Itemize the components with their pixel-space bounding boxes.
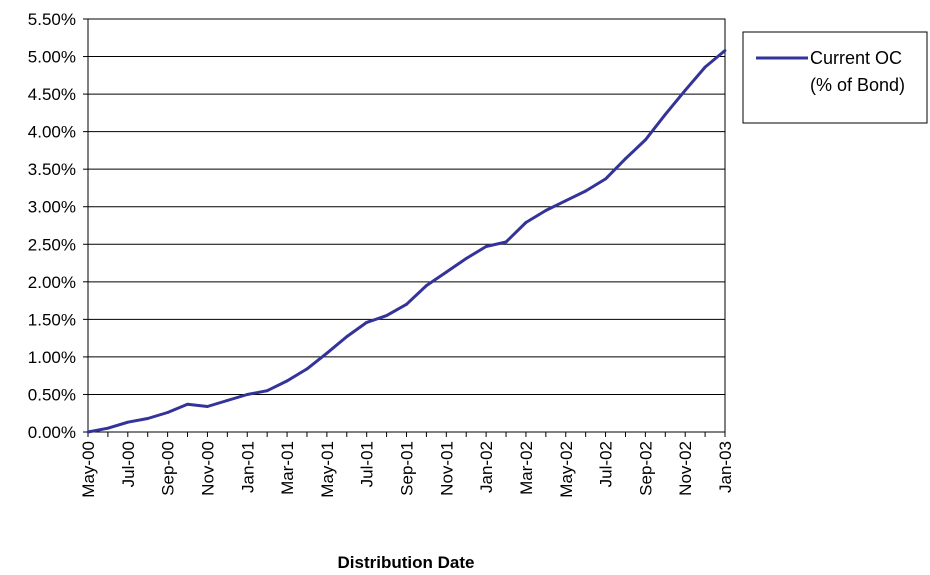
x-tick-label: Jan-01: [238, 441, 257, 493]
x-tick-label: May-00: [79, 441, 98, 498]
gridlines: [88, 56, 725, 395]
y-tick-label: 4.00%: [28, 123, 76, 142]
data-point: [444, 270, 448, 274]
data-point: [624, 157, 627, 161]
data-point: [166, 411, 170, 414]
data-point: [504, 240, 508, 244]
x-tick-label: Mar-01: [278, 441, 297, 495]
legend: Current OC (% of Bond): [742, 31, 928, 124]
x-axis-title: Distribution Date: [338, 553, 475, 572]
y-tick-label: 0.50%: [28, 385, 76, 404]
data-point: [643, 138, 647, 142]
data-point: [345, 335, 349, 339]
data-point: [663, 112, 667, 116]
legend-label-line-1: Current OC: [810, 48, 902, 68]
data-point: [325, 351, 329, 355]
y-tick-label: 2.00%: [28, 273, 76, 292]
x-tick-label: Nov-00: [198, 441, 217, 496]
y-tick-label: 5.00%: [28, 48, 76, 67]
data-point: [285, 379, 289, 383]
x-tick-label: Jan-03: [716, 441, 735, 493]
x-tick-label: Sep-02: [636, 441, 655, 496]
y-tick-label: 1.50%: [28, 310, 76, 329]
data-point: [106, 426, 110, 430]
data-point: [265, 389, 269, 393]
data-point: [405, 302, 408, 306]
series-line-current-oc: [87, 49, 726, 434]
data-point: [146, 417, 150, 420]
x-tick-label: Jan-02: [477, 441, 496, 493]
data-point: [305, 367, 309, 371]
y-tick-label: 3.00%: [28, 198, 76, 217]
data-point: [544, 209, 548, 212]
data-point: [564, 199, 568, 203]
y-tick-label: 2.50%: [28, 235, 76, 254]
data-point: [524, 221, 528, 224]
y-axis: 0.00% 0.50% 1.00% 1.50% 2.00% 2.50% 3.00% 3.50%…: [28, 10, 88, 442]
data-point: [464, 257, 468, 260]
x-tick-label: Sep-00: [159, 441, 178, 496]
x-tick-label: Mar-02: [517, 441, 536, 495]
y-tick-label: 3.50%: [28, 160, 76, 179]
data-point: [425, 284, 428, 287]
data-point: [484, 245, 488, 248]
x-tick-label: Jul-00: [119, 441, 138, 487]
x-tick-label: Nov-01: [437, 441, 456, 496]
legend-box: [742, 31, 928, 124]
x-tick-label: Jul-01: [358, 441, 377, 487]
data-point: [703, 65, 707, 69]
x-axis: May-00 Jul-00 Sep-00 Nov-00 Jan-01 Mar-01 May-…: [79, 432, 735, 498]
y-tick-label: 0.00%: [28, 423, 76, 442]
y-tick-label: 5.50%: [28, 10, 76, 29]
x-tick-label: Jul-02: [597, 441, 616, 487]
x-tick-label: Nov-02: [676, 441, 695, 496]
data-point: [683, 88, 687, 92]
data-point: [126, 420, 130, 424]
data-point: [225, 399, 229, 402]
plot-area: [87, 18, 726, 433]
x-tick-label: Sep-01: [398, 441, 417, 496]
x-tick-label: May-01: [318, 441, 337, 498]
data-point: [186, 402, 189, 406]
series-layer: [86, 49, 727, 434]
data-point: [365, 320, 369, 324]
data-point: [245, 393, 249, 396]
legend-label-line-2: (% of Bond): [810, 75, 905, 95]
data-point: [86, 430, 90, 434]
data-point: [385, 314, 388, 318]
data-point: [723, 49, 727, 52]
y-tick-label: 4.50%: [28, 85, 76, 104]
x-tick-label: May-02: [557, 441, 576, 498]
data-point: [584, 189, 588, 193]
y-tick-label: 1.00%: [28, 348, 76, 367]
data-point: [206, 405, 209, 408]
data-point: [604, 177, 607, 181]
